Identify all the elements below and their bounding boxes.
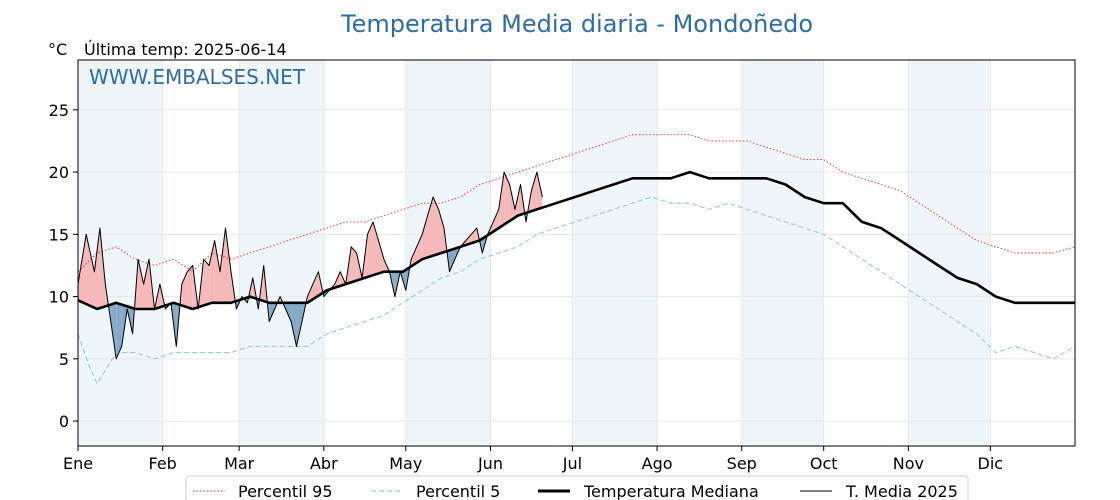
below-median-fill bbox=[116, 302, 122, 359]
above-median-fill bbox=[209, 240, 215, 304]
above-median-fill bbox=[94, 228, 100, 309]
above-median-fill bbox=[203, 259, 210, 306]
y-tick-label: 25 bbox=[49, 101, 69, 120]
y-tick-label: 0 bbox=[59, 412, 69, 431]
x-tick-label: Nov bbox=[893, 454, 924, 473]
above-median-fill bbox=[307, 284, 313, 303]
y-tick-label: 5 bbox=[59, 350, 69, 369]
below-median-fill bbox=[449, 248, 455, 272]
x-tick-label: Abr bbox=[310, 454, 338, 473]
x-tick-label: Mar bbox=[224, 454, 255, 473]
plot-frame bbox=[77, 59, 1076, 447]
above-median-fill bbox=[416, 234, 423, 263]
below-median-fill bbox=[296, 302, 302, 347]
x-tick-label: Ene bbox=[63, 454, 93, 473]
legend-box bbox=[185, 475, 969, 500]
series-lines bbox=[77, 134, 1076, 385]
above-median-fill bbox=[99, 228, 106, 309]
x-tick-label: Jul bbox=[562, 454, 582, 473]
x-tick-label: Oct bbox=[810, 454, 838, 473]
legend: Percentil 95 Percentil 5 Temperatura Med… bbox=[185, 475, 969, 500]
month-band-Mar bbox=[239, 60, 324, 446]
below-median-fill bbox=[110, 302, 117, 359]
legend-median-label: Temperatura Mediana bbox=[583, 482, 759, 500]
above-median-fill bbox=[438, 209, 445, 254]
legend-p5-label: Percentil 5 bbox=[416, 482, 500, 500]
above-median-fill bbox=[378, 240, 384, 274]
month-band-Sep bbox=[741, 60, 824, 446]
chart-title: Temperatura Media diaria - Mondoñedo bbox=[340, 10, 813, 38]
above-median-fill bbox=[536, 172, 543, 210]
x-tick-label: Ago bbox=[642, 454, 673, 473]
y-tick-label: 10 bbox=[49, 288, 69, 307]
above-median-fill bbox=[498, 172, 505, 229]
x-tick-label: Dic bbox=[978, 454, 1004, 473]
month-bands bbox=[78, 60, 991, 446]
above-median-fill bbox=[509, 184, 516, 221]
above-median-fill bbox=[225, 228, 231, 303]
above-median-fill bbox=[411, 246, 417, 267]
above-median-fill bbox=[531, 172, 537, 212]
above-median-fill bbox=[214, 240, 221, 303]
legend-current-label: T. Media 2025 bbox=[845, 482, 958, 500]
above-median-fill bbox=[351, 246, 357, 283]
above-median-fill bbox=[471, 228, 477, 244]
below-median-fill bbox=[291, 302, 297, 347]
y-axis: 0 5 10 15 20 25 bbox=[49, 101, 78, 431]
above-median-fill bbox=[422, 215, 428, 260]
above-median-fill bbox=[143, 259, 150, 310]
above-median-fill bbox=[220, 228, 226, 303]
above-median-fill bbox=[187, 265, 193, 310]
x-tick-label: Jun bbox=[477, 454, 503, 473]
above-median-fill bbox=[138, 259, 144, 310]
above-median-fill bbox=[181, 271, 188, 308]
below-median-fill bbox=[269, 302, 275, 322]
above-median-fill bbox=[373, 221, 379, 276]
above-median-fill bbox=[312, 271, 319, 300]
x-tick-label: May bbox=[389, 454, 422, 473]
y-tick-label: 20 bbox=[49, 163, 69, 182]
below-median-fill bbox=[285, 302, 292, 322]
month-band-Nov bbox=[908, 60, 991, 446]
above-median-fill bbox=[367, 221, 374, 278]
y-tick-label: 15 bbox=[49, 225, 69, 244]
x-axis: Ene Feb Mar Abr May Jun Jul Ago Sep Oct Nov Dic bbox=[63, 446, 1003, 473]
above-median-fill bbox=[493, 209, 499, 232]
x-tick-label: Feb bbox=[149, 454, 177, 473]
series-line-current bbox=[77, 171, 543, 360]
series-line-p95 bbox=[77, 134, 1076, 273]
legend-p95-label: Percentil 95 bbox=[238, 482, 333, 500]
above-median-fill bbox=[504, 172, 510, 225]
above-median-fill bbox=[86, 234, 95, 308]
watermark-text: WWW.EMBALSES.NET bbox=[89, 65, 306, 89]
series-line-p5 bbox=[77, 196, 1076, 385]
month-band-Ene bbox=[78, 60, 163, 446]
last-temp-label: Última temp: 2025-06-14 bbox=[84, 40, 287, 59]
unit-label: °C bbox=[48, 40, 67, 59]
above-median-fill bbox=[78, 234, 87, 305]
above-median-fill bbox=[433, 196, 439, 256]
x-tick-label: Sep bbox=[727, 454, 757, 473]
month-band-Jul bbox=[572, 60, 658, 446]
